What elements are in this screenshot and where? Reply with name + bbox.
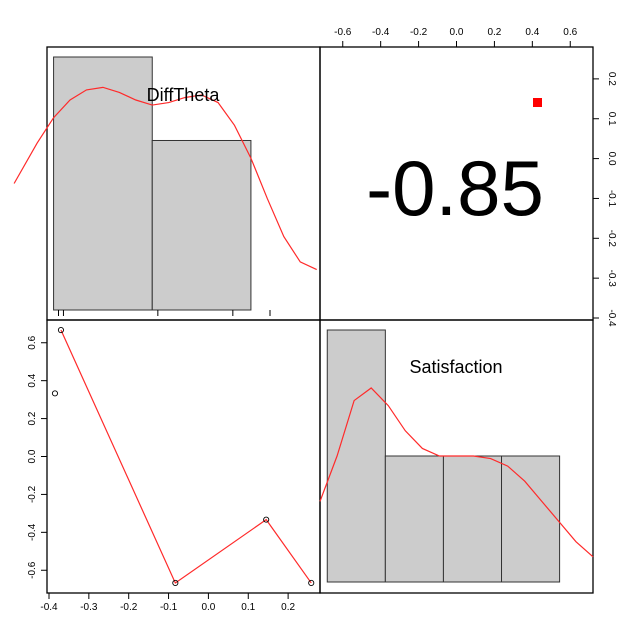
left-axis-label-5: 0.4 [27,373,38,387]
top-axis-label-0: -0.6 [334,27,352,38]
histogram-bar-difftheta-1 [151,139,252,311]
left-axis-label-4: 0.2 [27,411,38,425]
right-axis-label-1: -0.3 [606,270,617,288]
histogram-bar-satisfaction-3 [501,455,561,583]
left-axis-label-6: 0.6 [27,335,38,349]
bottom-axis-label-2: -0.2 [120,602,138,613]
bottom-axis-label-0: -0.4 [40,602,58,613]
top-axis-label-2: -0.2 [410,27,428,38]
panel-frame-br [319,319,594,594]
left-axis-label-3: 0.0 [27,449,38,463]
bottom-axis-label-6: 0.2 [281,602,295,613]
right-axis-label-3: -0.1 [606,190,617,208]
top-axis-label-4: 0.2 [487,27,501,38]
histogram-bar-satisfaction-2 [442,455,503,583]
correlation-coefficient: -0.85 [366,144,544,232]
histogram-bar-satisfaction-1 [384,455,444,583]
top-axis-label-5: 0.4 [525,27,539,38]
density-curve-difftheta [13,86,317,271]
top-axis-label-1: -0.4 [372,27,390,38]
right-axis-label-2: -0.2 [606,230,617,248]
right-axis-label-5: 0.1 [606,112,617,126]
bottom-axis-label-3: -0.1 [160,602,178,613]
variable-label-satisfaction: Satisfaction [409,357,502,377]
top-axis-label-3: 0.0 [450,27,464,38]
variable-label-difftheta: DiffTheta [147,85,221,105]
panel-frame-bl [46,319,321,594]
bottom-axis-label-1: -0.3 [80,602,98,613]
bottom-axis-label-5: 0.1 [241,602,255,613]
right-axis-label-0: -0.4 [606,309,617,327]
left-axis-label-1: -0.4 [27,523,38,541]
scatter-point-2 [172,579,179,587]
significance-marker [533,98,542,107]
scatter-point-3 [263,516,270,523]
lowess-line [60,329,312,584]
top-axis-label-6: 0.6 [563,27,577,38]
left-axis-label-0: -0.6 [27,561,38,579]
density-curve-satisfaction [319,387,594,558]
bottom-axis-label-4: 0.0 [201,602,215,613]
scatter-point-1 [57,326,64,334]
scatter-point-4 [308,579,315,587]
histogram-bar-satisfaction-0 [326,329,386,583]
right-axis-label-6: 0.2 [606,72,617,86]
right-axis-label-4: 0.0 [606,152,617,166]
left-axis-label-2: -0.2 [27,485,38,503]
scatter-point-0 [51,390,59,397]
histogram-bar-difftheta-0 [53,56,153,311]
